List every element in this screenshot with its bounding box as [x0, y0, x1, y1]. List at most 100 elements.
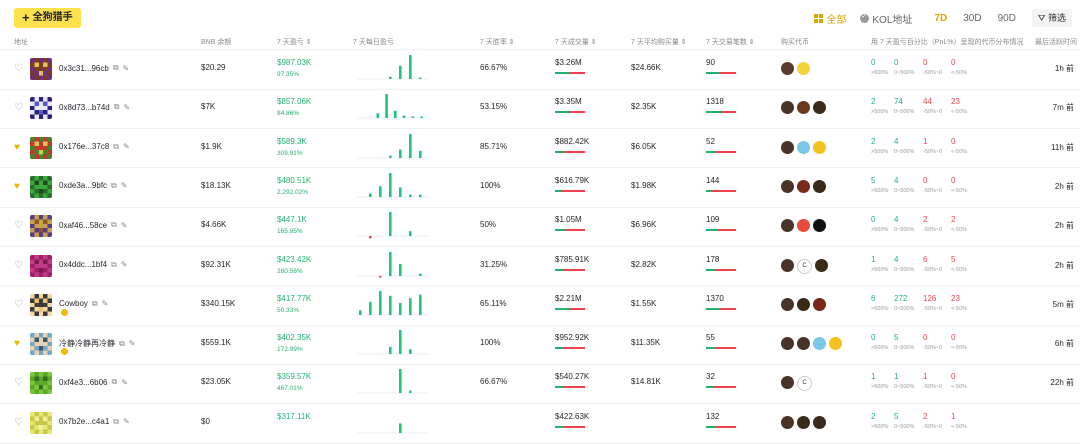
dist-label: -50%~0: [923, 345, 943, 352]
avg-buy: $2.82K: [631, 259, 657, 269]
token-icon[interactable]: [813, 219, 826, 233]
dist-count: 0: [951, 333, 956, 343]
edit-icon[interactable]: ✎: [122, 417, 130, 427]
copy-icon[interactable]: ⧉: [119, 338, 125, 348]
grid-icon: [814, 13, 824, 23]
copy-icon[interactable]: ⧉: [91, 298, 98, 308]
token-icon[interactable]: [781, 219, 794, 233]
table-row[interactable]: ♡ 0x3c31...96cb ⧉ ✎ $20.29 $987.03K 97.35% …: [0, 50, 1080, 89]
token-icon[interactable]: [813, 297, 826, 311]
dist-count: 5: [951, 254, 956, 264]
header-profit[interactable]: 7 天盈亏 ⇕: [277, 39, 312, 46]
favorite-heart-icon[interactable]: ♡: [14, 416, 23, 428]
address-cell[interactable]: 0xaf46...58ce ⧉ ✎: [59, 220, 127, 230]
buy-sell-ratio-bar: [555, 386, 585, 389]
address-cell[interactable]: 0xde3a...9bfc ⧉ ✎: [59, 181, 127, 191]
win-rate: 100%: [480, 338, 501, 348]
favorite-heart-icon[interactable]: ♡: [14, 63, 23, 74]
period-7d[interactable]: 7D: [934, 12, 948, 24]
token-icon[interactable]: [815, 258, 828, 272]
table-row[interactable]: ♥ 冷静冷静再冷静 ⧉ ✎ $559.1K $402.35K 172.99% 100%…: [0, 325, 1080, 364]
favorite-heart-icon[interactable]: ♥: [14, 141, 20, 153]
favorite-heart-icon[interactable]: ♡: [14, 259, 23, 271]
token-icon[interactable]: [813, 179, 826, 193]
table-row[interactable]: ♡ 0xaf46...58ce ⧉ ✎ $4.66K $447.1K 165.95% …: [0, 207, 1080, 246]
filter-all[interactable]: 全部: [814, 11, 846, 26]
filter-kol[interactable]: KOL地址: [860, 11, 912, 26]
profit-value: $417.77K: [277, 293, 312, 303]
dist-count: 0: [951, 58, 956, 67]
token-icon[interactable]: C: [797, 376, 812, 392]
token-icon[interactable]: [781, 101, 794, 115]
edit-icon[interactable]: ✎: [123, 102, 131, 112]
token-icon[interactable]: [813, 140, 826, 154]
token-icon[interactable]: [813, 101, 826, 115]
address-cell[interactable]: 冷静冷静再冷静 ⧉ ✎: [59, 338, 135, 349]
period-30d[interactable]: 30D: [963, 12, 982, 24]
edit-icon[interactable]: ✎: [128, 339, 136, 349]
copy-icon[interactable]: ⧉: [113, 102, 120, 112]
address-cell[interactable]: 0x176e...37c8 ⧉ ✎: [59, 142, 130, 152]
edit-icon[interactable]: ✎: [120, 260, 128, 269]
copy-icon[interactable]: ⧉: [113, 141, 119, 151]
token-icon[interactable]: [797, 337, 810, 351]
edit-icon[interactable]: ✎: [121, 377, 128, 387]
token-icon[interactable]: [781, 258, 794, 272]
period-90d[interactable]: 90D: [997, 12, 1016, 24]
address-cell[interactable]: 0x8d73...b74d ⧉ ✎: [59, 102, 130, 112]
address-cell[interactable]: 0x7b2e...c4a1 ⧉ ✎: [59, 417, 130, 427]
token-icon[interactable]: [781, 376, 794, 390]
token-icon[interactable]: [781, 179, 794, 193]
copy-icon[interactable]: ⧉: [111, 377, 118, 387]
token-icon[interactable]: [829, 337, 842, 351]
table-row[interactable]: ♡ Cowboy ⧉ ✎ $340.15K $417.77K 50.33% 65.11…: [0, 286, 1080, 325]
daily-pnl-chart: [357, 55, 429, 80]
header-winrate[interactable]: 7 天胜率 ⇕: [480, 39, 515, 46]
favorite-heart-icon[interactable]: ♥: [14, 338, 20, 350]
table-row[interactable]: ♡ 0x8d73...b74d ⧉ ✎ $7K $857.06K 84.86% 53.…: [0, 89, 1080, 128]
copy-icon[interactable]: ⧉: [112, 63, 119, 72]
token-icon[interactable]: [781, 297, 794, 311]
table-row[interactable]: ♡ 0x7b2e...c4a1 ⧉ ✎ $0 $317.11K $422.63K 1…: [0, 404, 1080, 443]
copy-icon[interactable]: ⧉: [111, 220, 117, 230]
table-row[interactable]: ♥ 0xde3a...9bfc ⧉ ✎ $18.13K $480.51K 2,292.…: [0, 168, 1080, 207]
token-icon[interactable]: [797, 62, 810, 75]
trade-count: 32: [706, 372, 715, 382]
edit-icon[interactable]: ✎: [101, 299, 109, 309]
favorite-heart-icon[interactable]: ♥: [14, 180, 20, 192]
address-cell[interactable]: Cowboy ⧉ ✎: [59, 299, 108, 309]
copy-icon[interactable]: ⧉: [111, 180, 117, 190]
favorite-heart-icon[interactable]: ♡: [14, 377, 23, 389]
favorite-heart-icon[interactable]: ♡: [14, 102, 23, 114]
token-icon[interactable]: [797, 297, 810, 311]
header-trades[interactable]: 7 天交易笔数 ⇕: [706, 39, 755, 46]
token-icon[interactable]: [813, 337, 826, 351]
token-icon[interactable]: [781, 337, 794, 351]
table-row[interactable]: ♡ 0x4ddc...1bf4 ⧉ ✎ $92.31K $423.42K 260.56…: [0, 247, 1080, 286]
header-volume[interactable]: 7 天成交量 ⇕: [555, 39, 597, 46]
token-icon[interactable]: [781, 62, 794, 75]
filter-button[interactable]: ⛛ 筛选: [1031, 9, 1072, 27]
edit-icon[interactable]: ✎: [120, 181, 128, 191]
edit-icon[interactable]: ✎: [122, 63, 130, 73]
table-row[interactable]: ♡ 0xf4e3...6b06 ⧉ ✎ $23.05K $359.57K 467.01…: [0, 364, 1080, 403]
token-icon[interactable]: C: [797, 258, 812, 274]
token-icon[interactable]: [797, 179, 810, 193]
header-avgbuy[interactable]: 7 天平均购买量 ⇕: [631, 39, 687, 46]
address-cell[interactable]: 0x4ddc...1bf4 ⧉ ✎: [59, 260, 127, 270]
edit-icon[interactable]: ✎: [122, 142, 130, 152]
token-icon[interactable]: [797, 219, 810, 233]
add-hunter-button[interactable]: + 全狗猎手: [14, 8, 81, 28]
address-cell[interactable]: 0x3c31...96cb ⧉ ✎: [59, 63, 129, 73]
token-icon[interactable]: [797, 101, 810, 115]
token-icon[interactable]: [781, 140, 794, 154]
copy-icon[interactable]: ⧉: [111, 259, 117, 269]
favorite-heart-icon[interactable]: ♡: [14, 220, 23, 232]
address-cell[interactable]: 0xf4e3...6b06 ⧉ ✎: [59, 377, 128, 387]
table-row[interactable]: ♥ 0x176e...37c8 ⧉ ✎ $1.9K $589.3K 309.91% 8…: [0, 129, 1080, 168]
dist-count: 1: [923, 372, 928, 382]
favorite-heart-icon[interactable]: ♡: [14, 298, 23, 310]
token-icon[interactable]: [797, 140, 810, 154]
copy-icon[interactable]: ⧉: [113, 416, 119, 426]
edit-icon[interactable]: ✎: [120, 220, 128, 230]
